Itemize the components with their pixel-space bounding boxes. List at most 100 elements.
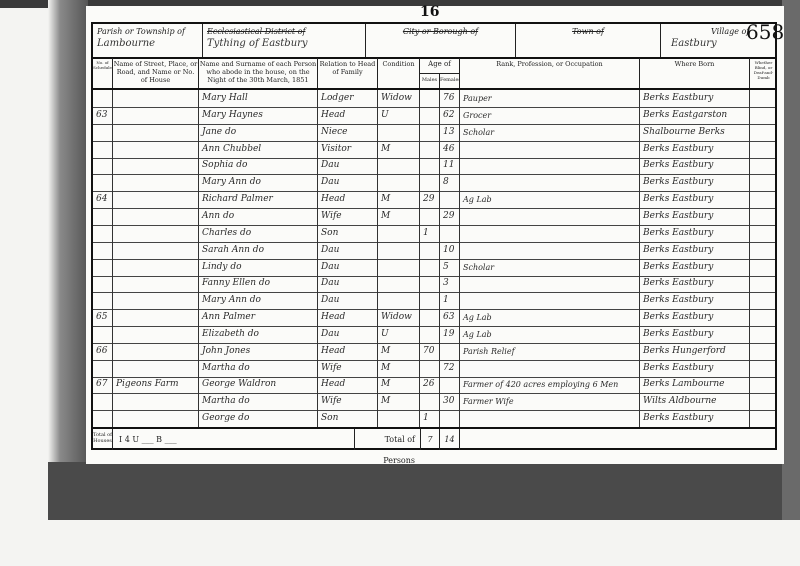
cell-where-born: Berks Eastbury — [640, 325, 750, 343]
cell-where-born: Berks Eastbury — [640, 275, 750, 293]
cell-house — [113, 106, 199, 124]
cell-where-born: Berks Eastbury — [640, 140, 750, 158]
cell-males — [420, 359, 440, 377]
cell-relation: Dau — [318, 157, 378, 175]
cell-schedule — [93, 157, 113, 175]
cell-house — [113, 342, 199, 360]
table-row: Fanny Ellen do Dau 3 Berks Eastbury — [93, 275, 775, 294]
cell-females: 13 — [440, 123, 460, 141]
cell-occupation: Ag Lab — [460, 191, 640, 209]
cell-name: Martha do — [199, 393, 318, 411]
table-row: Charles do Son 1 Berks Eastbury — [93, 224, 775, 243]
cell-where-born: Berks Eastbury — [640, 207, 750, 225]
table-row: 65 Ann Palmer Head Widow 63 Ag Lab Berks Eastb… — [93, 309, 777, 328]
cell-blind — [750, 376, 777, 393]
cell-house — [113, 410, 199, 428]
cell-relation: Dau — [318, 241, 378, 259]
cell-name: Jane do — [199, 123, 318, 141]
cell-where-born: Berks Eastbury — [640, 292, 750, 310]
cell-occupation — [460, 275, 640, 293]
cell-house — [113, 325, 199, 343]
cell-name: Mary Haynes — [199, 106, 318, 124]
cell-blind — [750, 292, 777, 309]
cell-condition: U — [378, 106, 420, 124]
cell-females: 46 — [440, 140, 460, 158]
cell-occupation — [460, 292, 640, 310]
cell-schedule — [93, 90, 113, 107]
village-value: Eastbury — [671, 38, 717, 49]
cell-males — [420, 241, 440, 259]
cell-where-born: Wilts Aldbourne — [640, 393, 750, 411]
cell-condition: U — [378, 325, 420, 343]
column-header-males: Males — [420, 74, 440, 89]
cell-house — [113, 292, 199, 310]
cell-schedule — [93, 275, 113, 293]
cell-blind — [750, 326, 777, 343]
cell-schedule — [93, 207, 113, 225]
cell-occupation — [460, 241, 640, 259]
cell-males — [420, 393, 440, 411]
cell-occupation: Parish Relief — [460, 342, 640, 360]
cell-occupation: Scholar — [460, 258, 640, 276]
cell-name: Mary Ann do — [199, 292, 318, 310]
cell-relation: Wife — [318, 359, 378, 377]
cell-relation: Head — [318, 309, 378, 327]
town-field: Town of — [516, 24, 661, 57]
column-header-house: Name of Street, Place, or Road, and Name… — [113, 58, 199, 89]
cell-blind — [750, 309, 777, 326]
cell-house — [113, 224, 199, 242]
page-number: 16 — [420, 4, 440, 20]
cell-blind — [750, 360, 777, 377]
age-of-label: Age of — [420, 58, 460, 74]
cell-schedule — [93, 224, 113, 242]
cell-condition — [378, 410, 420, 428]
cell-schedule: 66 — [93, 342, 113, 360]
table-row: Mary Ann do Dau 8 Berks Eastbury — [93, 174, 775, 193]
cell-name: George do — [199, 410, 318, 428]
cell-blind — [750, 141, 777, 158]
cell-blind — [750, 343, 777, 360]
cell-occupation: Ag Lab — [460, 309, 640, 327]
cell-house — [113, 191, 199, 209]
cell-males — [420, 90, 440, 107]
cell-house — [113, 174, 199, 192]
cell-relation: Head — [318, 106, 378, 124]
cell-schedule — [93, 258, 113, 276]
column-header-females: Females — [440, 74, 460, 89]
column-header-name: Name and Surname of each Person who abod… — [199, 58, 318, 89]
persons-label: Total of Persons — [383, 435, 415, 465]
cell-females: 63 — [440, 309, 460, 327]
cell-schedule — [93, 292, 113, 310]
cell-name: Lindy do — [199, 258, 318, 276]
cell-house — [113, 157, 199, 175]
cell-females: 3 — [440, 275, 460, 293]
table-row: Sarah Ann do Dau 10 Berks Eastbury — [93, 241, 775, 260]
cell-relation: Dau — [318, 325, 378, 343]
cell-relation: Lodger — [318, 90, 378, 107]
cell-females: 72 — [440, 359, 460, 377]
cell-house — [113, 275, 199, 293]
cell-relation: Son — [318, 410, 378, 428]
cell-occupation — [460, 224, 640, 242]
city-label: City or Borough of — [402, 27, 479, 36]
cell-schedule: 67 — [93, 376, 113, 394]
cell-schedule — [93, 174, 113, 192]
column-header-condition: Condition — [378, 58, 420, 89]
table-row: Ann do Wife M 29 Berks Eastbury — [93, 207, 775, 226]
cell-where-born: Berks Eastgarston — [640, 106, 750, 124]
cell-occupation: Pauper — [460, 90, 640, 107]
cell-condition — [378, 241, 420, 259]
cell-males — [420, 207, 440, 225]
cell-name: Charles do — [199, 224, 318, 242]
cell-house: Pigeons Farm — [113, 376, 199, 394]
cell-females: 5 — [440, 258, 460, 276]
cell-house — [113, 241, 199, 259]
cell-schedule — [93, 140, 113, 158]
header-row: Parish or Township of Lambourne Ecclesia… — [93, 24, 775, 59]
cell-relation: Head — [318, 376, 378, 394]
cell-occupation — [460, 359, 640, 377]
cell-schedule — [93, 393, 113, 411]
cell-blind — [750, 107, 777, 124]
cell-relation: Head — [318, 191, 378, 209]
cell-relation: Dau — [318, 292, 378, 310]
